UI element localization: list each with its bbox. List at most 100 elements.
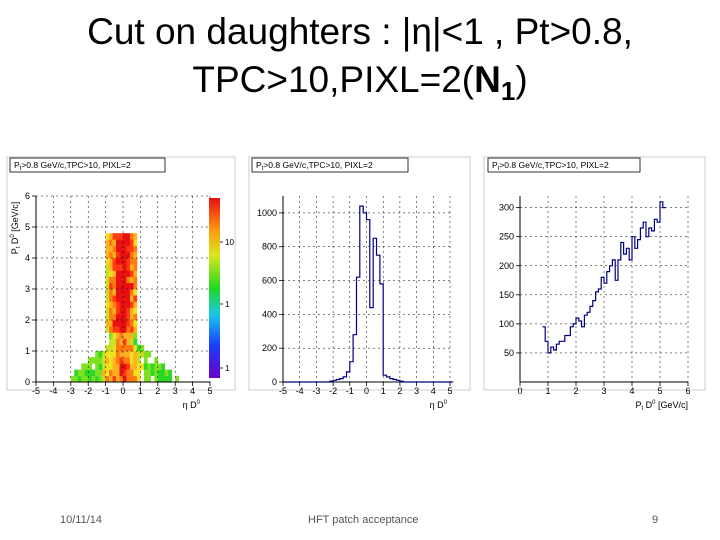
y-tick-label: 1000 [257,208,277,218]
y-tick-label: 6 [25,191,30,201]
heatmap-cell [123,332,127,339]
heatmap-cell [129,344,134,352]
heatmap-cell [123,313,127,321]
heatmap-cell [109,332,113,339]
slide-title: Cut on daughters : |η|<1 , Pt>0.8, TPC>1… [0,8,720,107]
heatmap-cell [112,307,117,315]
heatmap-cell [95,351,99,358]
heatmap-cell [129,307,134,315]
histogram-line [542,201,666,354]
heatmap-cell [119,270,124,277]
heatmap-cell [112,313,117,321]
heatmap-cell [126,338,131,346]
y-tick-label: 250 [499,232,514,242]
heatmap-cell [105,239,110,246]
footer-center-text: HFT patch acceptance [308,514,419,526]
heatmap-cell [129,332,134,339]
heatmap-cell [109,301,113,308]
heatmap-cell [129,289,134,296]
heatmap-cell [123,258,127,265]
heatmap-cell [105,357,110,364]
y-tick-label: 800 [262,242,277,252]
x-tick-label: 2 [155,386,160,396]
x-tick-label: 0 [120,386,125,396]
heatmap-cell [133,326,138,333]
x-tick-label: -1 [346,386,354,396]
title-n-subscript: 1 [500,76,516,106]
x-tick-label: -3 [67,386,75,396]
heatmap-cell [109,357,113,364]
x-tick-label: -2 [329,386,337,396]
y-axis-label: Pt D0 [GeV/c] [10,202,22,255]
heatmap-cell [105,326,110,333]
heatmap-cell [123,375,127,383]
heatmap-cell [126,332,131,339]
heatmap-cell [112,289,117,296]
heatmap-cell [116,320,120,327]
heatmap-cell [95,363,99,370]
heatmap-cell [126,258,131,265]
y-tick-label: 50 [504,348,514,358]
title-text-part: Cut on daughters : | [87,11,412,52]
heatmap-cell [105,251,110,259]
title-text-part: |<1 , Pt>0.8, [431,11,633,52]
heatmap-cell [123,301,127,308]
histogram-line [283,205,454,383]
heatmap-cell [84,363,89,370]
heatmap-cell [112,357,117,364]
heatmap-cell [133,307,138,315]
heatmap-cell [126,245,131,253]
heatmap-cell [136,357,141,364]
y-tick-label: 2 [25,315,30,325]
heatmap-cell [129,301,134,308]
heatmap-cell [143,369,148,377]
heatmap-cell [112,245,117,253]
heatmap-cell [98,357,103,364]
heatmap-cell [126,344,131,352]
heatmap-cell [126,363,131,370]
heatmap-cell [126,276,131,284]
chart-title: Pt>0.8 GeV/c,TPC>10, PIXL=2 [256,160,373,172]
heatmap-cell [129,276,134,284]
heatmap-cell [116,258,120,265]
heatmap-cell [105,307,110,315]
heatmap-cell [157,375,162,383]
footer-date: 10/11/14 [60,514,103,526]
heatmap-cell [105,351,110,358]
x-tick-label: 6 [685,386,690,396]
heatmap-cell [126,307,131,315]
heatmap-cell [136,369,141,377]
heatmap-cell [123,251,127,259]
heatmap-cell [126,264,131,271]
heatmap-cell [129,282,134,290]
heatmap-cell [119,363,124,370]
x-tick-label: -5 [279,386,287,396]
heatmap-cell [74,375,79,383]
heatmap-cell [129,233,134,240]
heatmap-cell [102,375,106,383]
heatmap-cell [91,369,96,377]
heatmap-cell [129,313,134,321]
heatmap-cell [109,282,113,290]
heatmap-cell [157,363,162,370]
heatmap-cell [123,338,127,346]
heatmap-cell [88,357,92,364]
heatmap-cell [126,375,131,383]
y-tick-label: 400 [262,309,277,319]
heatmap-cell [119,295,124,302]
heatmap-cell [84,375,89,383]
heatmap-cell [143,375,148,383]
colorbar-tick-label: 10 [225,238,234,247]
x-tick-label: -5 [32,386,40,396]
heatmap-cell [133,258,138,265]
heatmap-cell [116,245,120,253]
heatmap-cell [109,258,113,265]
heatmap-cell [133,239,138,246]
heatmap-cell [154,363,159,370]
title-text-part: TPC>10,PIXL=2( [192,59,475,100]
heatmap-cell [133,251,138,259]
y-tick-label: 200 [499,261,514,271]
heatmap-cell [109,251,113,259]
heatmap-cell [150,363,155,370]
heatmap-cell [116,338,120,346]
